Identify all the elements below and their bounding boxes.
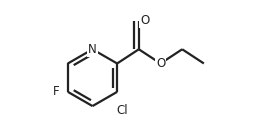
Text: Cl: Cl xyxy=(116,104,128,117)
Text: O: O xyxy=(156,57,165,70)
Text: O: O xyxy=(140,14,149,27)
Text: F: F xyxy=(53,85,59,98)
Text: N: N xyxy=(88,43,97,56)
